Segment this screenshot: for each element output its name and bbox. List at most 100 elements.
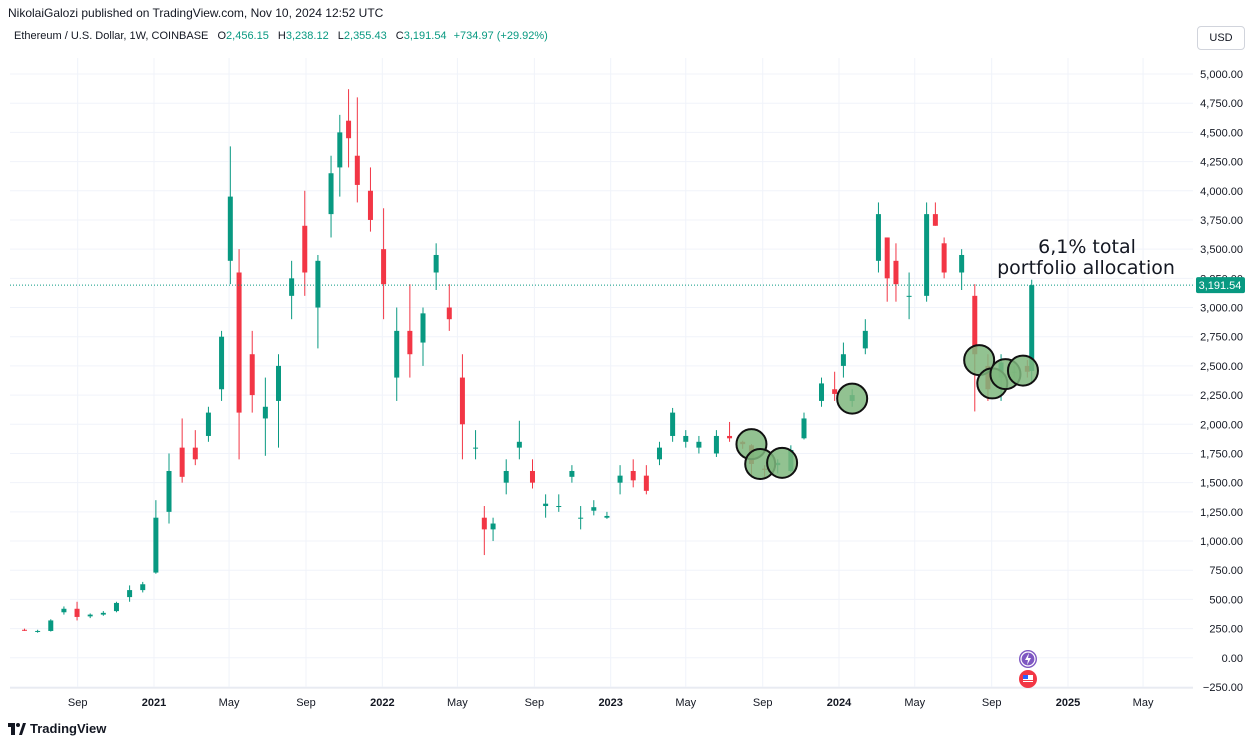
candle [481,506,487,556]
candle [289,260,295,320]
candle [862,319,868,355]
candle-body [932,214,938,226]
candle [179,418,185,483]
candle [617,465,623,495]
candle [315,254,321,349]
candle [578,506,584,530]
us-flag-badge-icon[interactable] [1019,670,1037,688]
candle [262,377,268,456]
candle [127,585,133,602]
candle-body [205,412,211,436]
candle-body [192,447,198,460]
candle [433,243,439,291]
candle-body [153,517,159,573]
y-tick-label: 5,000.00 [1200,69,1243,81]
candle [503,459,509,495]
candle-body [543,503,549,507]
candle-body [713,435,719,454]
open-label: O [217,30,227,42]
candle-body [459,377,465,425]
candle-body [875,214,881,261]
candle-body [529,470,535,483]
candle [166,453,172,524]
y-tick-label: 2,250.00 [1200,390,1243,402]
y-tick-label: 3,000.00 [1200,303,1243,315]
candle [924,202,930,302]
candle-body [381,249,387,285]
candle [727,421,733,442]
candle [840,342,846,378]
candle [529,459,535,489]
tradingview-logo-icon [8,722,26,735]
candle [630,459,636,488]
x-tick-label: 2021 [142,697,166,709]
candle-body [884,237,890,279]
candle [275,354,281,448]
chart-grid [10,58,1193,688]
candle-body [249,354,255,396]
y-tick-label: 0.00 [1222,653,1243,665]
candle-body [315,260,321,308]
y-tick-label: 1,500.00 [1200,478,1243,490]
y-tick-label: 4,750.00 [1200,98,1243,110]
candle [394,307,400,401]
candle-body [578,517,584,519]
candle-body [972,295,978,355]
candle [407,284,413,378]
candle-body [236,272,242,413]
candle [192,430,198,466]
y-tick-label: 1,250.00 [1200,507,1243,519]
candle-body [61,608,67,613]
candle-body [906,295,912,297]
low-label: L [337,30,344,42]
candle-body [262,406,268,419]
tradingview-logo[interactable]: TradingView [8,721,106,736]
candle [354,97,360,203]
candle [205,406,211,442]
candle [346,89,352,168]
y-tick-label: 4,000.00 [1200,186,1243,198]
lightning-badge-icon[interactable] [1019,650,1037,668]
current-price-tag: 3,191.54 [1196,277,1245,294]
publisher-header: NikolaiGalozi published on TradingView.c… [8,6,384,20]
candle-body [227,196,233,261]
open-value: 2,456.15 [226,30,269,42]
candle-body [275,365,281,401]
candle-body [74,608,80,617]
candle-body [819,383,825,401]
candle [819,377,825,407]
x-tick-label: 2022 [370,697,394,709]
currency-selector[interactable]: USD [1197,26,1245,50]
candle [227,146,233,285]
y-tick-label: 4,500.00 [1200,127,1243,139]
candle-body [127,590,133,598]
candle-body [516,441,522,448]
candle [713,430,719,457]
candle [604,511,610,519]
candle [48,619,54,632]
high-label: H [277,30,286,42]
candle-body [569,470,575,477]
candle-body [35,630,41,632]
y-tick-label: 3,500.00 [1200,244,1243,256]
candle [959,249,965,291]
candle [516,420,522,460]
candle-body [490,523,496,530]
candle [473,430,479,460]
y-tick-label: 750.00 [1209,565,1243,577]
close-label: C [395,30,404,42]
high-value: 3,238.12 [285,30,329,42]
highlight-circle [766,446,799,479]
x-tick-label: Sep [525,697,545,709]
candle [87,613,93,619]
candle [591,500,597,516]
candle [381,208,387,320]
candle-body [473,447,479,449]
candle-body [420,313,426,343]
candle-body [591,507,597,511]
y-tick-label: 2,500.00 [1200,361,1243,373]
candle-body [893,260,899,285]
candle [367,167,373,232]
candle [113,601,119,613]
